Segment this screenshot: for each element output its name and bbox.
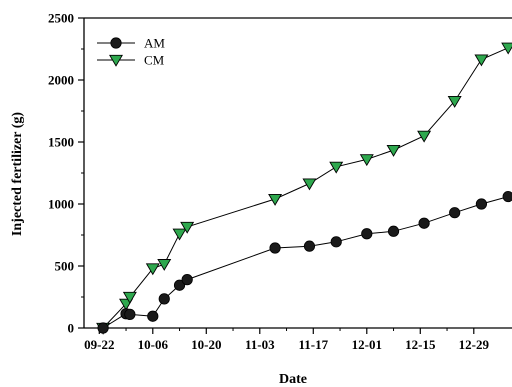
data-point-am [449,207,461,219]
x-tick-label: 12-01 [352,337,382,352]
data-point-cm [501,42,512,55]
legend-label: AM [144,36,165,51]
y-tick-label: 0 [68,321,75,336]
data-point-cm [417,130,432,143]
data-point-am [124,308,136,320]
data-point-am [330,236,342,248]
y-tick-label: 500 [55,259,75,274]
series-am [97,190,512,334]
data-point-cm [109,54,123,67]
data-point-am [147,310,159,322]
y-axis-title: Injected fertilizer (g) [10,112,25,236]
y-tick-label: 1500 [48,135,74,150]
data-point-cm [359,154,374,167]
data-point-cm [172,228,187,241]
data-point-cm [329,161,344,174]
data-point-cm [268,193,283,206]
x-tick-label: 12-29 [459,337,490,352]
x-tick-label: 11-17 [298,337,328,352]
legend: AM CM [97,36,165,68]
series-cm [96,42,512,335]
data-point-am [502,190,512,203]
data-point-cm [122,291,137,304]
x-tick-label: 10-20 [191,337,221,352]
data-point-cm [302,178,317,191]
series-line-am [102,196,509,329]
data-point-am [110,37,122,49]
legend-item-am: AM [97,36,165,51]
y-tick-label: 2000 [48,73,74,88]
legend-label: CM [144,53,165,68]
x-axis-ticks: 09-22 10-06 10-20 11-03 11-17 12-01 12-15 12-29 [84,328,489,352]
data-point-am [418,217,430,229]
y-tick-label: 2500 [48,11,74,26]
data-point-am [173,279,186,291]
data-point-am [158,293,170,305]
series-line-cm [102,47,509,329]
y-tick-label: 1000 [48,197,74,212]
data-point-am [269,242,281,254]
x-tick-label: 10-06 [138,337,169,352]
data-point-cm [474,54,489,67]
legend-item-cm: CM [97,53,165,68]
series-layer [96,42,512,335]
data-point-cm [145,263,160,276]
x-tick-label: 11-03 [245,337,275,352]
data-point-am [97,322,109,334]
data-point-cm [386,144,401,157]
data-point-cm [157,259,172,271]
data-point-am [303,240,316,252]
y-axis-ticks: 0 500 1000 1500 2000 2500 [48,11,84,336]
data-point-am [475,198,488,210]
data-point-am [181,274,193,286]
x-axis-title: Date [279,372,307,387]
data-point-cm [447,95,462,108]
data-point-cm [180,221,195,234]
data-point-am [361,228,373,240]
x-tick-label: 09-22 [84,337,114,352]
data-point-am [387,225,400,237]
x-tick-label: 12-15 [405,337,436,352]
